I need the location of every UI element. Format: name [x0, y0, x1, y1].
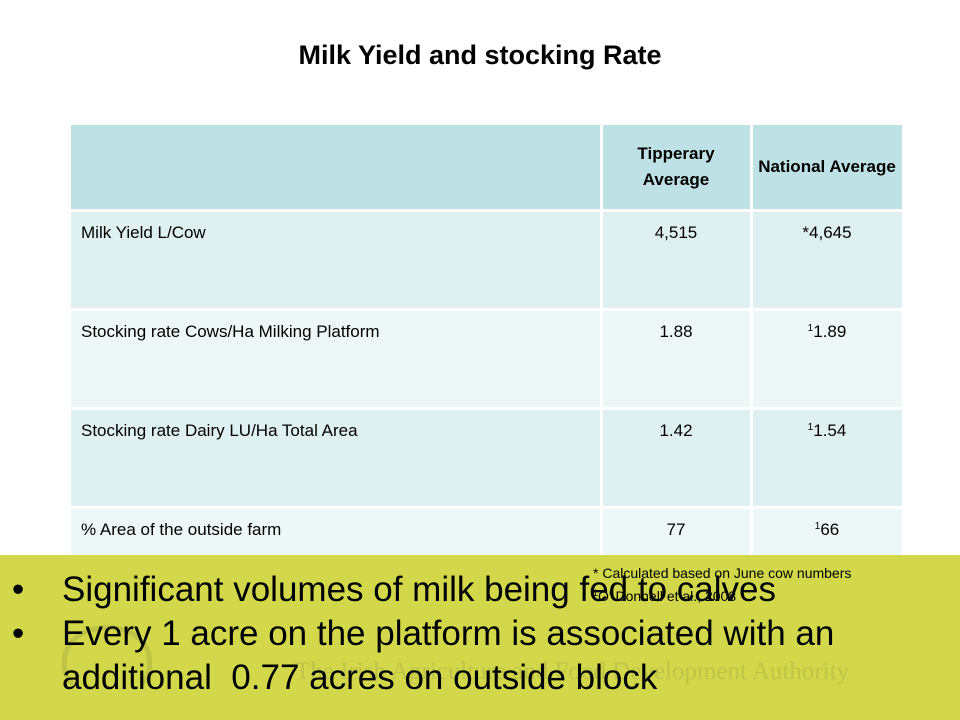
national-value: 66 — [820, 520, 840, 539]
bullet-list: • Significant volumes of milk being fed … — [0, 568, 960, 700]
reference-superscript: 1 — [814, 521, 821, 532]
data-table: Tipperary Average National Average Milk … — [71, 125, 905, 608]
tipperary-value: 1.42 — [601, 408, 753, 509]
national-value-cell: *4,645 — [751, 210, 905, 311]
table-row: Milk Yield L/Cow 4,515 *4,645 — [71, 210, 905, 311]
bullet-dot-icon: • — [12, 570, 25, 609]
header-cell-empty — [71, 125, 603, 212]
national-value-cell: 11.89 — [751, 309, 905, 410]
footnote-citation: O' Donnell et al., 2008 — [598, 588, 737, 604]
highlight-band — [0, 555, 960, 720]
bullet-dot-icon: • — [12, 614, 25, 653]
row-label: Milk Yield L/Cow — [71, 210, 603, 311]
background-org-name: The Irish Agriculture and Food Developme… — [295, 658, 850, 685]
header-cell-tipperary: Tipperary Average — [601, 125, 753, 212]
footnotes: * Calculated based on June cow numbers 1… — [593, 563, 851, 606]
reference-superscript: 1 — [807, 323, 814, 334]
header-cell-national: National Average — [751, 125, 905, 212]
footnote-superscript: 1 — [593, 588, 599, 598]
footnote-reference: 1O' Donnell et al., 2008 — [593, 583, 851, 606]
bullet-item: • Significant volumes of milk being fed … — [0, 568, 960, 612]
national-value-cell: 11.54 — [751, 408, 905, 509]
national-value: 1.54 — [813, 421, 847, 440]
tipperary-value: 1.88 — [601, 309, 753, 410]
table-header-row: Tipperary Average National Average — [71, 125, 905, 212]
row-label: Stocking rate Cows/Ha Milking Platform — [71, 309, 603, 410]
bullet-text: Significant volumes of milk being fed to… — [62, 570, 776, 609]
national-value: *4,645 — [802, 223, 852, 242]
tipperary-value: 4,515 — [601, 210, 753, 311]
slide-title: Milk Yield and stocking Rate — [298, 40, 662, 70]
table-row: Stocking rate Dairy LU/Ha Total Area 1.4… — [71, 408, 905, 509]
bullet-text: Every 1 acre on the platform is associat… — [62, 614, 845, 697]
table-row: Stocking rate Cows/Ha Milking Platform 1… — [71, 309, 905, 410]
logo-arc-icon — [62, 625, 152, 695]
bullet-item: • Every 1 acre on the platform is associ… — [0, 612, 960, 700]
reference-superscript: 1 — [807, 422, 814, 433]
national-value: 1.89 — [813, 322, 847, 341]
footnote-calculation: * Calculated based on June cow numbers — [593, 565, 852, 581]
row-label: Stocking rate Dairy LU/Ha Total Area — [71, 408, 603, 509]
background-logo — [62, 625, 302, 705]
